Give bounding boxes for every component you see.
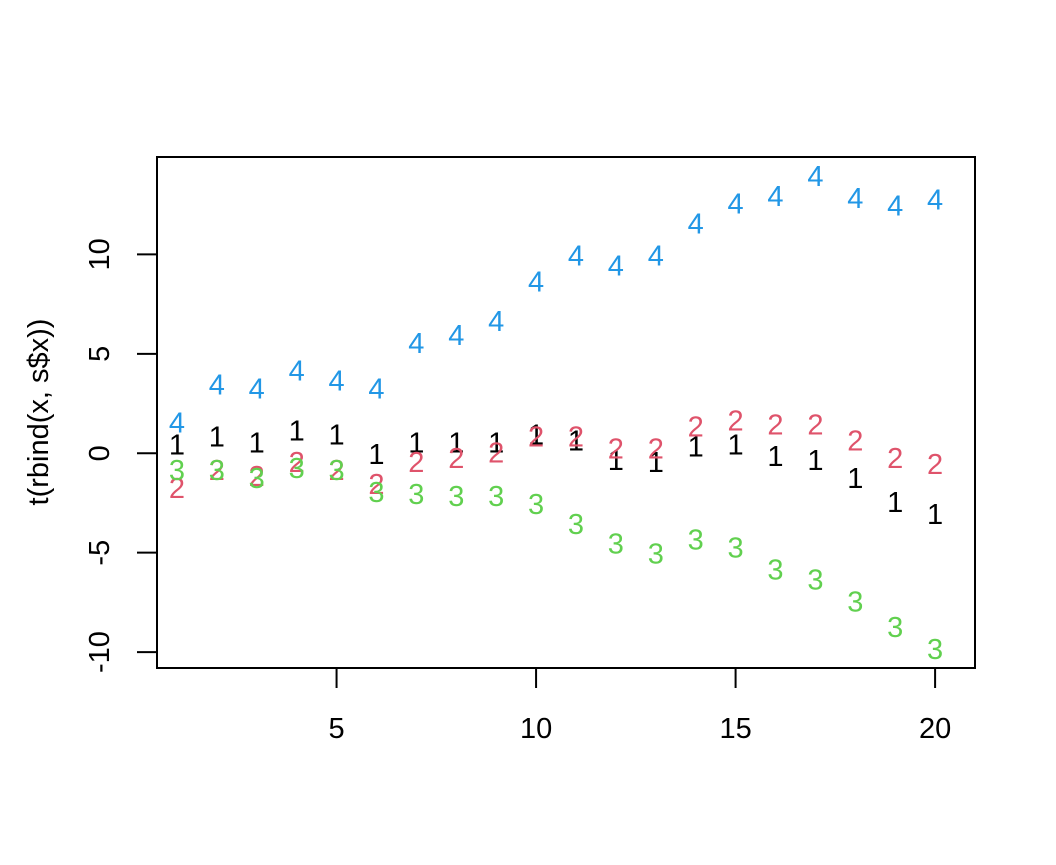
data-point: 1 xyxy=(927,499,943,531)
data-point: 4 xyxy=(648,240,664,272)
x-tick-label: 15 xyxy=(719,713,751,745)
data-point: 3 xyxy=(887,612,903,644)
data-point: 1 xyxy=(289,415,305,447)
data-marks: 1 1 1 1 11 1 1 1 1 11 1 1 1 1 111 122 2 2 2 22 2 2 2 2 2 22 2 2 2 22 2… xyxy=(169,161,943,666)
data-point: 1 xyxy=(608,445,624,477)
data-point: 2 xyxy=(249,461,265,493)
data-point: 2 xyxy=(648,433,664,465)
y-tick-label: -5 xyxy=(84,540,116,566)
data-point: 2 xyxy=(328,455,344,487)
y-tick-label: -10 xyxy=(84,631,116,673)
y-tick-label: 5 xyxy=(84,346,116,362)
data-point: 2 xyxy=(608,433,624,465)
y-axis-label: t(rbind(x, s$x)) xyxy=(23,319,55,506)
data-point: 2 xyxy=(408,447,424,479)
data-point: 2 xyxy=(488,437,504,469)
y-tick-label: 0 xyxy=(84,445,116,461)
data-point: 3 xyxy=(608,529,624,561)
data-point: 1 xyxy=(767,441,783,473)
x-tick-label: 5 xyxy=(328,713,344,745)
data-point: 3 xyxy=(927,634,943,666)
data-point: 3 xyxy=(488,481,504,513)
data-point: 1 xyxy=(209,421,225,453)
data-point: 4 xyxy=(488,306,504,338)
data-point: 3 xyxy=(648,539,664,571)
data-point: 3 xyxy=(408,479,424,511)
y-tick-label: 10 xyxy=(84,238,116,270)
data-point: 4 xyxy=(368,374,384,406)
data-point: 2 xyxy=(847,425,863,457)
data-point: 4 xyxy=(209,370,225,402)
data-point: 2 xyxy=(169,473,185,505)
data-point: 3 xyxy=(368,477,384,509)
data-point: 2 xyxy=(448,443,464,475)
data-point: 4 xyxy=(169,407,185,439)
data-point: 3 xyxy=(249,463,265,495)
data-point: 4 xyxy=(927,185,943,217)
data-point: 1 xyxy=(648,447,664,479)
data-point: 3 xyxy=(728,533,744,565)
data-point: 4 xyxy=(528,266,544,298)
data-point: 1 xyxy=(488,427,504,459)
data-point: 2 xyxy=(807,409,823,441)
data-point: 2 xyxy=(887,443,903,475)
data-point: 4 xyxy=(767,181,783,213)
data-point: 4 xyxy=(608,250,624,282)
data-point: 3 xyxy=(568,509,584,541)
data-point: 3 xyxy=(807,565,823,597)
data-point: 2 xyxy=(528,421,544,453)
data-point: 4 xyxy=(728,189,744,221)
data-point: 3 xyxy=(448,481,464,513)
data-point: 3 xyxy=(328,455,344,487)
data-point: 4 xyxy=(568,240,584,272)
data-point: 2 xyxy=(209,455,225,487)
data-point: 3 xyxy=(688,525,704,557)
data-point: 3 xyxy=(289,453,305,485)
data-point: 4 xyxy=(289,356,305,388)
data-point: 1 xyxy=(847,463,863,495)
data-point: 1 xyxy=(408,427,424,459)
data-point: 3 xyxy=(209,455,225,487)
data-point: 4 xyxy=(328,366,344,398)
data-point: 2 xyxy=(728,405,744,437)
data-point: 2 xyxy=(568,421,584,453)
data-point: 4 xyxy=(807,161,823,193)
data-point: 1 xyxy=(887,487,903,519)
data-point: 4 xyxy=(847,183,863,215)
data-point: 1 xyxy=(368,439,384,471)
data-point: 2 xyxy=(368,469,384,501)
data-point: 2 xyxy=(688,411,704,443)
data-point: 1 xyxy=(328,419,344,451)
data-point: 2 xyxy=(767,409,783,441)
data-point: 2 xyxy=(289,447,305,479)
data-point: 4 xyxy=(408,328,424,360)
data-point: 3 xyxy=(528,489,544,521)
x-axis: 5 10 15 20 xyxy=(328,667,951,745)
data-point: 1 xyxy=(807,445,823,477)
data-point: 4 xyxy=(249,374,265,406)
data-point: 3 xyxy=(169,455,185,487)
data-point: 4 xyxy=(448,320,464,352)
data-point: 4 xyxy=(887,191,903,223)
data-point: 4 xyxy=(688,209,704,241)
data-point: 1 xyxy=(169,429,185,461)
x-tick-label: 10 xyxy=(520,713,552,745)
data-point: 1 xyxy=(448,427,464,459)
y-axis: -10 -5 0 5 10 xyxy=(84,238,158,673)
data-point: 1 xyxy=(528,419,544,451)
data-point: 1 xyxy=(249,427,265,459)
data-point: 3 xyxy=(847,586,863,618)
data-point: 3 xyxy=(767,555,783,587)
x-tick-label: 20 xyxy=(919,713,951,745)
data-point: 2 xyxy=(927,449,943,481)
data-point: 1 xyxy=(688,431,704,463)
data-point: 1 xyxy=(568,425,584,457)
data-point: 1 xyxy=(728,429,744,461)
